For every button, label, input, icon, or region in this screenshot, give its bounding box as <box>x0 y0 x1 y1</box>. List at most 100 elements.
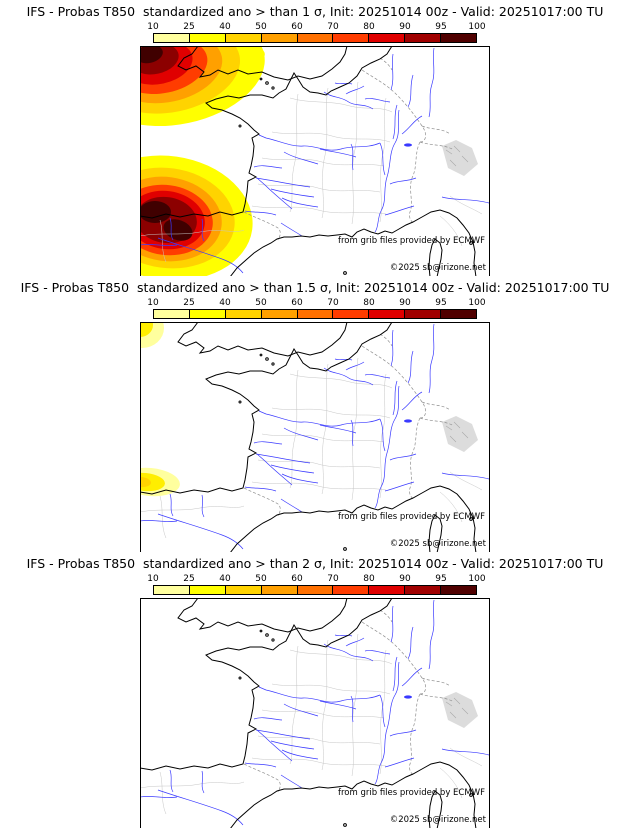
island <box>343 823 347 827</box>
coast-england <box>177 322 348 357</box>
island <box>271 638 275 642</box>
colorbar-tick-label: 80 <box>363 22 375 32</box>
page-title: IFS - Probas T850 standardized ano > tha… <box>20 280 610 295</box>
coast-mediterranean <box>230 485 477 552</box>
lake-geneva <box>404 143 412 147</box>
island <box>469 241 473 245</box>
colorbar-segment <box>440 586 477 594</box>
lake-geneva <box>404 695 412 699</box>
colorbar-segment <box>224 34 261 42</box>
colorbar: 10 25 40 50 60 70 80 90 95 100 <box>147 22 486 43</box>
rivers-layer <box>140 599 490 826</box>
island <box>238 124 242 128</box>
colorbar-gradient <box>153 33 477 43</box>
colorbar-tick-label: 100 <box>468 298 486 308</box>
colorbar-segment <box>260 34 297 42</box>
department-borders-layer <box>140 81 483 263</box>
colorbar-segment <box>154 586 189 594</box>
colorbar-tick-label: 95 <box>435 22 447 32</box>
map-svg: from grib files provided by ECMWF ©2025 … <box>140 322 490 552</box>
colorbar-tick-label: 25 <box>183 298 195 308</box>
island <box>469 793 473 797</box>
coast-atlantic <box>140 598 393 771</box>
department-borders-layer <box>140 357 483 539</box>
island <box>265 357 269 361</box>
colorbar-tick-label: 10 <box>147 22 159 32</box>
anomaly-probability-blob <box>140 46 163 64</box>
copyright-text: ©2025 sb@irizone.net <box>390 539 487 549</box>
island <box>259 77 263 81</box>
colorbar-tick-label: 25 <box>183 22 195 32</box>
island <box>343 271 347 275</box>
colorbar: 10 25 40 50 60 70 80 90 95 100 <box>147 574 486 595</box>
coast-corsica <box>428 238 443 276</box>
island <box>265 81 269 85</box>
colorbar-tick-label: 50 <box>255 22 267 32</box>
colorbar-tick-label: 10 <box>147 574 159 584</box>
coastline-layer <box>140 322 477 552</box>
colorbar: 10 25 40 50 60 70 80 90 95 100 <box>147 298 486 319</box>
colorbar-gradient <box>153 585 477 595</box>
coast-atlantic <box>140 322 393 495</box>
island <box>265 633 269 637</box>
colorbar-tick-label: 70 <box>327 298 339 308</box>
colorbar-segment <box>404 310 441 318</box>
colorbar-segment <box>260 586 297 594</box>
colorbar-segment <box>188 586 225 594</box>
coastline-layer <box>140 598 477 828</box>
colorbar-tick-labels: 10 25 40 50 60 70 80 90 95 100 <box>147 22 485 32</box>
department-borders-layer <box>140 633 483 815</box>
ecmwf-credit-text: from grib files provided by ECMWF <box>338 236 485 246</box>
map-frame <box>140 322 490 552</box>
island <box>238 400 242 404</box>
colorbar-segment <box>332 34 369 42</box>
colorbar-segment <box>296 586 333 594</box>
probability-shading-layer <box>140 46 265 276</box>
country-borders-layer <box>243 333 455 517</box>
page-title: IFS - Probas T850 standardized ano > tha… <box>26 4 604 19</box>
colorbar-segment <box>296 34 333 42</box>
colorbar-segment <box>404 34 441 42</box>
ecmwf-credit-text: from grib files provided by ECMWF <box>338 512 485 522</box>
coast-england <box>177 598 348 633</box>
colorbar-tick-label: 40 <box>219 574 231 584</box>
colorbar-segment <box>188 34 225 42</box>
colorbar-tick-label: 60 <box>291 574 303 584</box>
colorbar-tick-label: 40 <box>219 298 231 308</box>
anomaly-probability-blob <box>163 219 193 241</box>
island <box>238 676 242 680</box>
colorbar-segment <box>368 34 405 42</box>
coast-atlantic <box>140 46 393 219</box>
colorbar-segment <box>296 310 333 318</box>
rivers-layer <box>140 47 490 274</box>
coastline-layer <box>140 46 477 276</box>
colorbar-segment <box>188 310 225 318</box>
coast-corsica <box>428 790 443 828</box>
colorbar-segment <box>332 586 369 594</box>
lake-geneva <box>404 419 412 423</box>
colorbar-tick-label: 80 <box>363 574 375 584</box>
colorbar-segment <box>404 586 441 594</box>
colorbar-segment <box>440 34 477 42</box>
colorbar-tick-label: 90 <box>399 574 411 584</box>
anomaly-probability-blob <box>140 201 171 223</box>
colorbar-tick-label: 60 <box>291 298 303 308</box>
colorbar-tick-labels: 10 25 40 50 60 70 80 90 95 100 <box>147 574 485 584</box>
colorbar-tick-label: 90 <box>399 298 411 308</box>
colorbar-tick-label: 95 <box>435 574 447 584</box>
colorbar-tick-label: 70 <box>327 574 339 584</box>
map-svg: from grib files provided by ECMWF ©2025 … <box>140 598 490 828</box>
copyright-text: ©2025 sb@irizone.net <box>390 263 487 273</box>
panel-sigma-1-5: IFS - Probas T850 standardized ano > tha… <box>0 276 630 552</box>
colorbar-tick-label: 80 <box>363 298 375 308</box>
colorbar-tick-label: 95 <box>435 298 447 308</box>
island <box>469 517 473 521</box>
colorbar-segment <box>368 586 405 594</box>
coast-corsica <box>428 514 443 552</box>
island <box>271 362 275 366</box>
island <box>343 547 347 551</box>
map-france: from grib files provided by ECMWF ©2025 … <box>140 322 490 552</box>
alps-terrain-shading <box>442 140 478 176</box>
map-france: from grib files provided by ECMWF ©2025 … <box>140 46 490 276</box>
colorbar-segment <box>440 310 477 318</box>
